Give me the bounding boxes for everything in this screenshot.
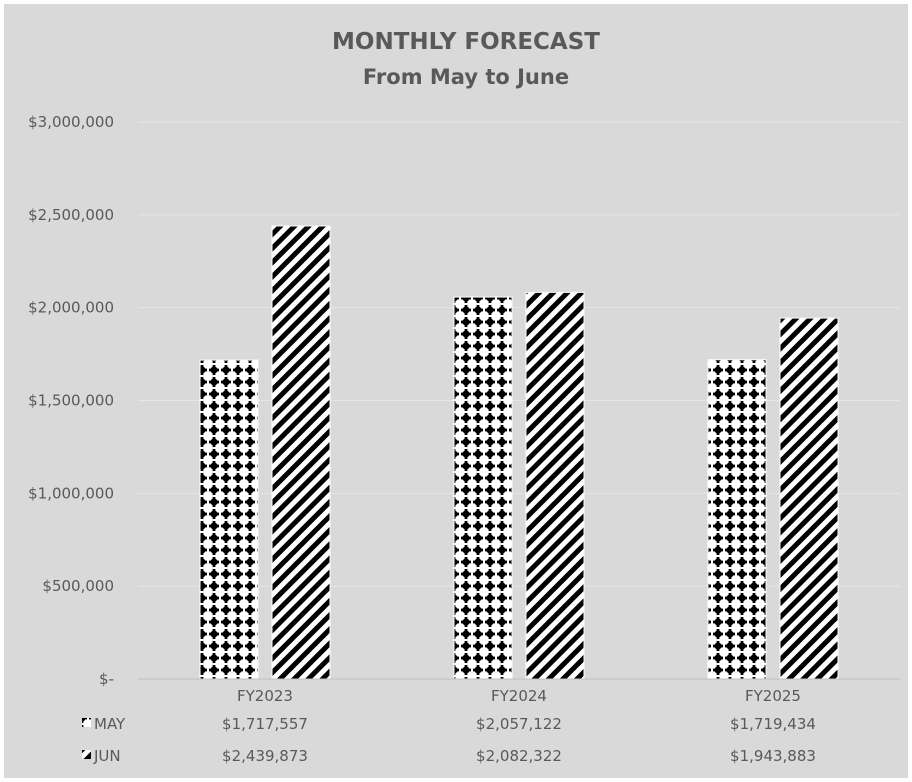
data-table-value: $2,439,873	[222, 747, 308, 765]
bar-jun-fy2025	[779, 317, 839, 680]
y-tick-label: $-	[99, 670, 114, 688]
y-tick-label: $3,000,000	[28, 113, 114, 131]
y-tick-label: $1,000,000	[28, 484, 114, 502]
x-tick-label: FY2024	[491, 687, 547, 705]
bar-may-fy2024	[453, 296, 513, 680]
bars	[199, 225, 839, 680]
bar-may-fy2023	[199, 359, 259, 680]
chart-subtitle: From May to June	[363, 65, 569, 89]
bar-jun-fy2024	[525, 291, 585, 680]
gridlines	[138, 121, 900, 587]
legend-label-jun: JUN	[93, 747, 121, 765]
x-tick-label: FY2025	[745, 687, 801, 705]
data-table: MAY $1,717,557 $2,057,122 $1,719,434 JUN $2,4…	[82, 715, 816, 765]
bar-jun-fy2023	[271, 225, 331, 680]
legend-label-may: MAY	[94, 715, 126, 733]
bar-may-fy2025	[707, 359, 767, 680]
x-axis: FY2023 FY2024 FY2025	[138, 678, 900, 705]
data-table-value: $1,943,883	[730, 747, 816, 765]
y-tick-label: $2,500,000	[28, 206, 114, 224]
y-tick-label: $2,000,000	[28, 299, 114, 317]
y-tick-label: $500,000	[42, 577, 114, 595]
legend-key-may	[82, 718, 91, 727]
x-tick-label: FY2023	[237, 687, 293, 705]
y-axis: $- $500,000 $1,000,000 $1,500,000 $2,000,000…	[28, 113, 114, 688]
bar-chart: MONTHLY FORECAST From May to June $- $500…	[28, 29, 900, 765]
data-table-value: $2,057,122	[476, 715, 562, 733]
legend-key-jun	[82, 750, 91, 759]
data-table-value: $2,082,322	[476, 747, 562, 765]
data-table-value: $1,717,557	[222, 715, 308, 733]
chart-title: MONTHLY FORECAST	[332, 29, 600, 55]
y-tick-label: $1,500,000	[28, 392, 114, 410]
chart-area: MONTHLY FORECAST From May to June $- $500…	[4, 4, 908, 778]
data-table-value: $1,719,434	[730, 715, 816, 733]
